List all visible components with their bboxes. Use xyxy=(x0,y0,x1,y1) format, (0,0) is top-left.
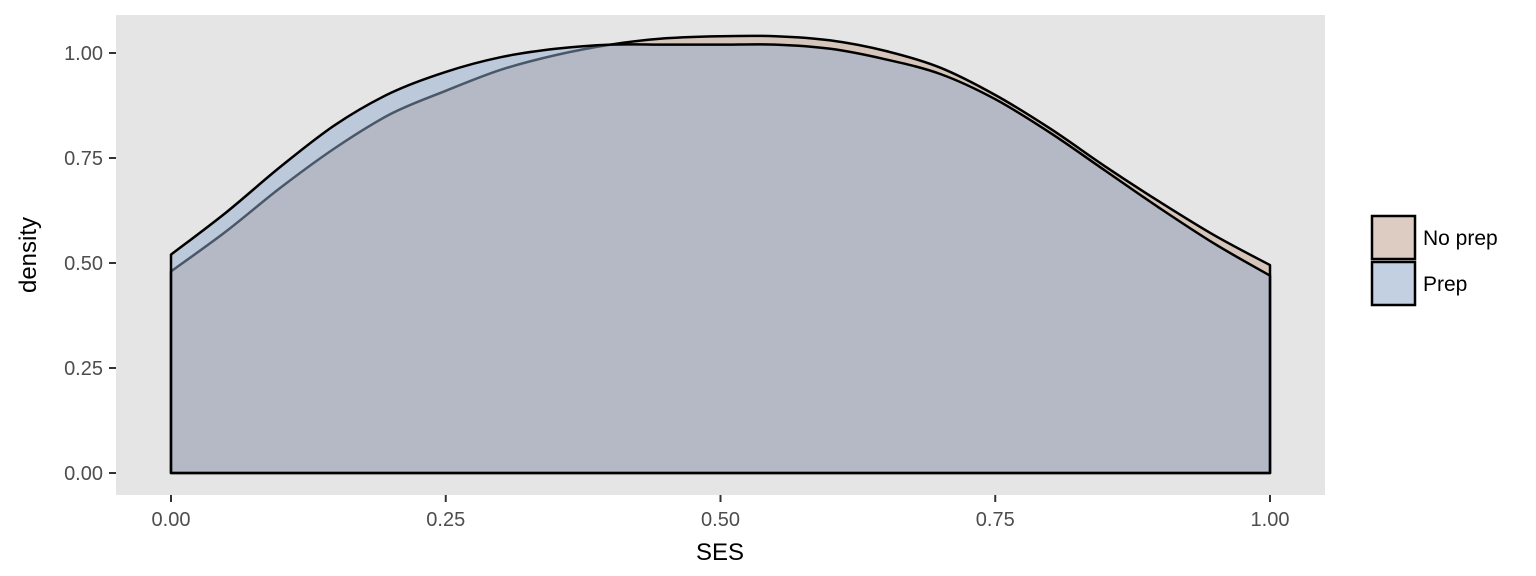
x-tick-label: 0.50 xyxy=(701,509,740,531)
y-axis: 0.00 0.25 0.50 0.75 1.00 xyxy=(64,43,116,485)
series-layer xyxy=(169,34,1272,475)
x-tick-label: 1.00 xyxy=(1251,509,1290,531)
x-tick-label: 0.00 xyxy=(152,509,191,531)
y-tick-label: 0.25 xyxy=(64,358,103,380)
legend: No prep Prep xyxy=(1370,214,1498,307)
legend-swatch-no-prep xyxy=(1370,214,1417,261)
x-axis-title: SES xyxy=(696,539,744,566)
legend-label-prep: Prep xyxy=(1423,273,1467,296)
y-tick-label: 0.50 xyxy=(64,253,103,275)
legend-swatch-prep xyxy=(1370,260,1417,307)
y-tick-label: 0.75 xyxy=(64,148,103,170)
x-axis: 0.00 0.25 0.50 0.75 1.00 xyxy=(152,495,1290,531)
legend-label-no-prep: No prep xyxy=(1423,227,1498,250)
x-tick-label: 0.25 xyxy=(426,509,465,531)
x-tick-label: 0.75 xyxy=(976,509,1015,531)
y-tick-label: 0.00 xyxy=(64,463,103,485)
y-tick-label: 1.00 xyxy=(64,43,103,65)
y-axis-title: density xyxy=(15,217,42,293)
density-area-prep xyxy=(169,43,1272,475)
